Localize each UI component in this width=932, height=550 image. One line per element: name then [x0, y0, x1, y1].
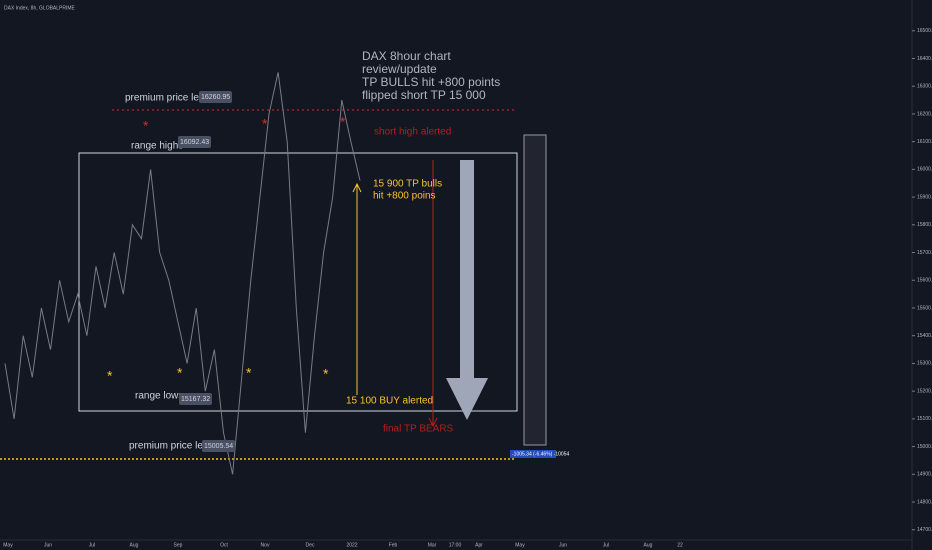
x-tick-label: Dec [306, 542, 315, 548]
annotation: 16092.43 [180, 139, 209, 146]
annotation: short high alerted [374, 127, 451, 138]
x-tick-label: Aug [644, 542, 653, 548]
x-tick-label: Apr [475, 542, 483, 548]
y-tick-label: 15100.00 [917, 416, 932, 422]
y-tick-label: 15200.00 [917, 388, 932, 394]
y-tick-label: 15700.00 [917, 250, 932, 256]
y-tick-label: 15000.00 [917, 444, 932, 450]
y-tick-label: 15500.00 [917, 305, 932, 311]
annotation: hit +800 poins [373, 191, 436, 202]
x-tick-label: Jul [89, 542, 95, 548]
x-tick-label: Mar [428, 542, 437, 548]
annotation: DAX 8hour chart [362, 49, 451, 63]
annotation: range lows [135, 391, 183, 402]
x-tick-label: 22 [677, 542, 683, 548]
chart-title: DAX Index, 8h, GLOBALPRIME [4, 5, 76, 11]
big-down-arrow [446, 160, 488, 420]
annotation: premium price level [125, 93, 212, 104]
y-tick-label: 15600.00 [917, 278, 932, 284]
star: * [177, 365, 183, 381]
price-line [4, 72, 361, 475]
price-tag [179, 393, 212, 405]
annotation: 15 900 TP bulls [373, 179, 442, 190]
bear-arrow-head [428, 417, 438, 428]
x-tick-label: Jul [603, 542, 609, 548]
red-stars: * * * [143, 114, 346, 134]
x-tick-label: Nov [261, 542, 270, 548]
star: * [107, 368, 113, 384]
x-tick-label: Jun [44, 542, 52, 548]
annotation: final TP BEARS [383, 424, 454, 435]
y-tick-label: 16200.00 [917, 111, 932, 117]
y-tick-label: 15900.00 [917, 194, 932, 200]
measure-box [523, 134, 547, 446]
yellow-stars: * * * * [107, 365, 329, 384]
annotation: range highs [131, 141, 183, 152]
annotation: -1005.34 (-6.46%) -10054 [512, 451, 569, 457]
annotation: TP BULLS hit +800 points [362, 75, 500, 89]
y-tick-label: 16000.00 [917, 167, 932, 173]
star: * [262, 116, 268, 132]
x-tick-label: Oct [220, 542, 228, 548]
x-tick-label: May [3, 542, 13, 548]
x-tick-label: 17:00 [449, 542, 462, 548]
x-tick-label: Feb [389, 542, 398, 548]
annotation: 15005.54 [204, 443, 233, 450]
annotation: premium price level [129, 441, 216, 452]
x-tick-label: Aug [130, 542, 139, 548]
y-tick-label: 15800.00 [917, 222, 932, 228]
star: * [340, 114, 346, 130]
annotation: flipped short TP 15 000 [362, 88, 486, 102]
star: * [323, 366, 329, 382]
price-tag [178, 136, 211, 148]
price-tag [199, 91, 232, 103]
star: * [246, 365, 252, 381]
y-tick-label: 14800.00 [917, 499, 932, 505]
annotation: 15 100 BUY alerted [346, 396, 433, 407]
y-tick-label: 14700.00 [917, 527, 932, 533]
measure-tag [510, 450, 556, 458]
price-tag [202, 440, 235, 452]
annotation: review/update [362, 62, 437, 76]
annotation: 16260.95 [201, 94, 230, 101]
annotation: 15167.32 [181, 396, 210, 403]
y-tick-label: 16400.00 [917, 56, 932, 62]
y-tick-label: 16300.00 [917, 84, 932, 90]
x-tick-label: May [515, 542, 525, 548]
x-tick-label: 2022 [346, 542, 357, 548]
range-box [78, 152, 518, 412]
x-tick-label: Jun [559, 542, 567, 548]
y-tick-label: 14900.00 [917, 472, 932, 478]
y-tick-label: 16500.00 [917, 28, 932, 34]
star: * [143, 118, 149, 134]
bull-arrow-head [352, 182, 362, 193]
y-tick-label: 15400.00 [917, 333, 932, 339]
y-tick-label: 16100.00 [917, 139, 932, 145]
x-tick-label: Sep [174, 542, 183, 548]
y-tick-label: 15300.00 [917, 361, 932, 367]
